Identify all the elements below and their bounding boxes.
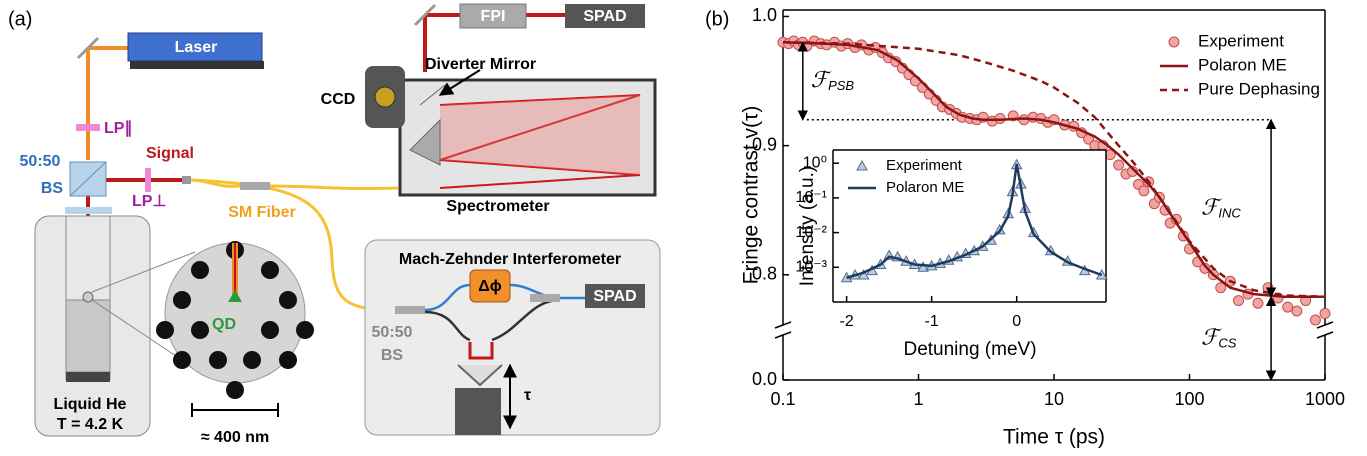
- x-tick-label: 1: [913, 389, 923, 409]
- laser-beam: [88, 48, 128, 160]
- y-tick-label: 1.0: [752, 5, 777, 25]
- label: Δϕ: [478, 278, 502, 295]
- label: LP∥: [104, 120, 132, 137]
- legend-marker: [1169, 37, 1179, 47]
- data-point: [1114, 160, 1124, 170]
- data-point: [1234, 296, 1244, 306]
- x-tick-label: 0.1: [770, 389, 795, 409]
- ccd-lens: [375, 87, 395, 107]
- window: [65, 207, 112, 214]
- sample-stack: [66, 300, 110, 372]
- annotation-subscript: INC: [1218, 206, 1241, 221]
- label: Spectrometer: [446, 198, 549, 215]
- label: Mach-Zehnder Interferometer: [399, 251, 621, 268]
- x-tick-label: 10: [1044, 389, 1064, 409]
- data-point: [1253, 298, 1263, 308]
- legend-label: Polaron ME: [886, 179, 964, 196]
- legend-label: Pure Dephasing: [1198, 79, 1320, 98]
- label: Liquid He: [54, 396, 127, 413]
- fiber-connector: [530, 294, 560, 302]
- y-tick-label: 0.0: [752, 369, 777, 389]
- label: 50:50: [372, 324, 413, 341]
- sample-base: [66, 372, 110, 382]
- legend-label: Polaron ME: [1198, 55, 1287, 74]
- x-tick-label: -1: [925, 313, 939, 330]
- data-point: [1139, 186, 1149, 196]
- x-axis-label: Time τ (ps): [1003, 426, 1105, 449]
- plot-background: [833, 150, 1106, 302]
- polarizer: [145, 168, 151, 192]
- x-tick-label: 100: [1174, 389, 1204, 409]
- label: BS: [381, 347, 404, 364]
- polarizer: [76, 124, 100, 131]
- label: Laser: [175, 39, 218, 56]
- x-axis-label: Detuning (meV): [903, 339, 1036, 360]
- legend-label: Experiment: [1198, 31, 1284, 50]
- setup-diagram: (a) Laser LP∥ 50:50 BS Signal LP⊥ SM Fib…: [8, 4, 660, 446]
- annotation-subscript: CS: [1218, 336, 1236, 351]
- coupler: [182, 176, 191, 184]
- data-point: [1310, 315, 1320, 325]
- label: CCD: [321, 91, 356, 108]
- x-tick-label: 0: [1012, 313, 1021, 330]
- label: QD: [212, 316, 236, 333]
- label: SPAD: [593, 288, 636, 305]
- panel-label: (a): [8, 8, 32, 30]
- label: LP⊥: [132, 193, 166, 210]
- data-point: [1320, 309, 1330, 319]
- label: ≈ 400 nm: [201, 429, 269, 446]
- y-axis-label: Fringe contrast v(τ): [740, 106, 763, 285]
- label: FPI: [481, 8, 506, 25]
- scale-bar: [192, 403, 278, 417]
- x-tick-label: 1000: [1305, 389, 1345, 409]
- y-axis-label: Intensity (a.u.): [797, 166, 818, 286]
- laser-base: [130, 61, 264, 69]
- fiber-connector: [395, 306, 425, 314]
- fiber-connector: [240, 182, 270, 190]
- label: T = 4.2 K: [57, 416, 124, 433]
- figure: (a) Laser LP∥ 50:50 BS Signal LP⊥ SM Fib…: [0, 0, 1367, 456]
- label: τ: [524, 387, 531, 404]
- data-point: [1283, 302, 1293, 312]
- label: Diverter Mirror: [425, 56, 536, 73]
- data-point: [1292, 306, 1302, 316]
- panel-label: (b): [705, 8, 729, 30]
- label: SM Fiber: [228, 204, 296, 221]
- annotation-subscript: PSB: [828, 78, 854, 93]
- x-tick-label: -2: [839, 313, 853, 330]
- label: Signal: [146, 145, 194, 162]
- legend-label: Experiment: [886, 157, 963, 174]
- delay-stage: [455, 388, 501, 435]
- label: SPAD: [583, 8, 626, 25]
- lens: [83, 292, 93, 302]
- label: 50:50: [20, 153, 61, 170]
- label: BS: [41, 180, 64, 197]
